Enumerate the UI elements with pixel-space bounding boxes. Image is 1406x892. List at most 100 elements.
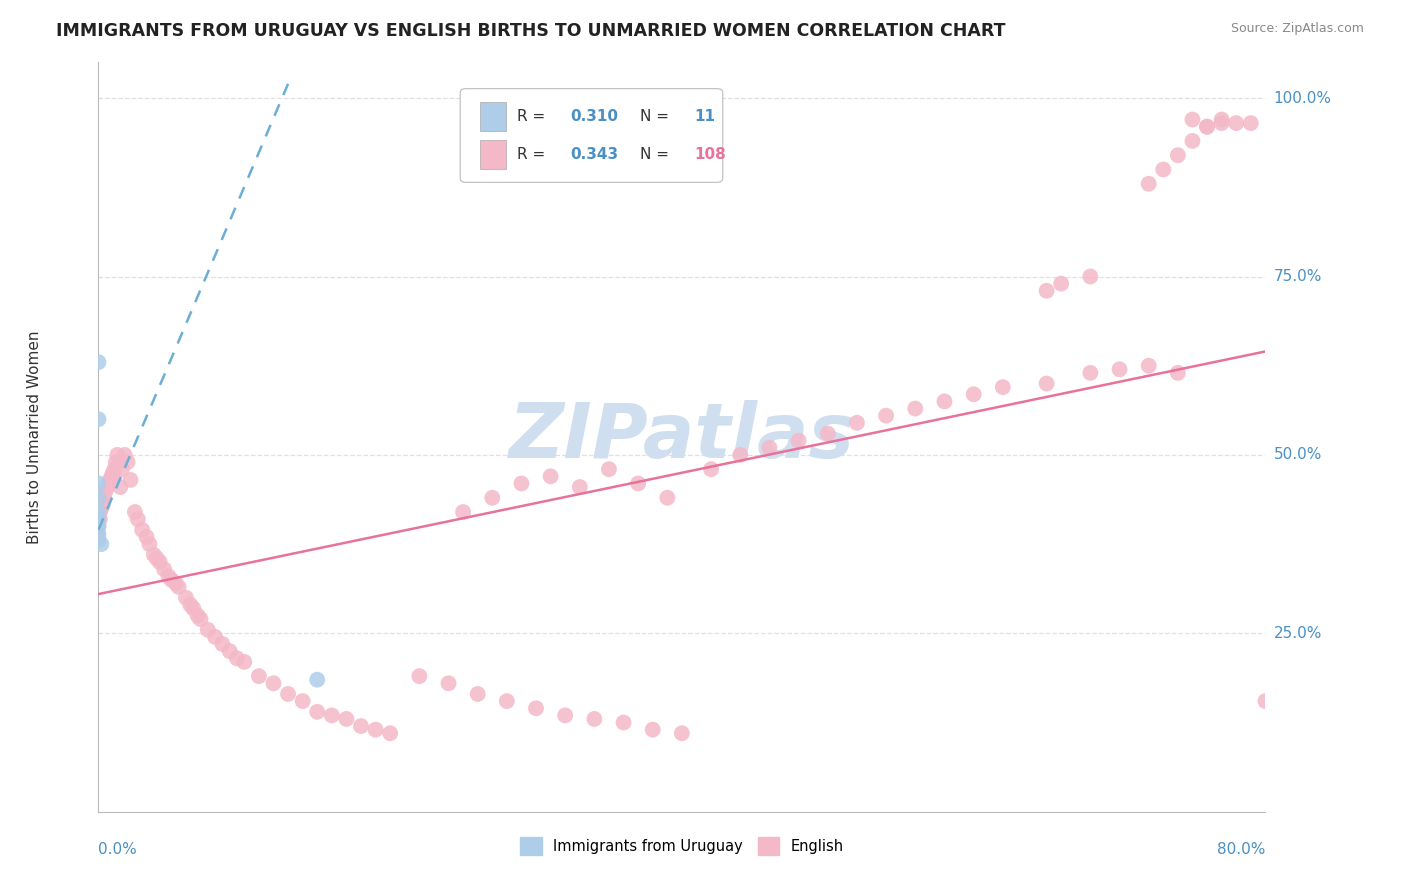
Point [93,491,115,505]
Point [1152,162,1174,177]
Point [321,708,343,723]
Text: 11: 11 [695,109,716,124]
Point [89,512,111,526]
Point [87,491,110,505]
Point [481,491,503,505]
Text: 25.0%: 25.0% [1274,626,1322,640]
Text: N =: N = [640,147,679,162]
Point [1240,116,1263,130]
Point [307,705,329,719]
Point [204,630,226,644]
Point [91,491,114,505]
Point [1181,134,1204,148]
Text: Births to Unmarried Women: Births to Unmarried Women [27,330,42,544]
Point [510,476,533,491]
Point [1080,269,1102,284]
Point [1137,359,1160,373]
Point [127,512,149,526]
Text: 108: 108 [695,147,727,162]
Point [114,448,136,462]
Point [187,608,209,623]
Point [817,426,839,441]
Point [100,469,122,483]
Point [131,523,153,537]
Point [233,655,256,669]
Point [1211,116,1233,130]
Point [262,676,284,690]
Point [90,494,112,508]
Point [105,448,128,462]
Point [135,530,157,544]
Point [641,723,664,737]
Point [87,533,110,548]
Point [226,651,249,665]
Point [157,569,180,583]
Point [103,462,125,476]
FancyBboxPatch shape [479,140,506,169]
Point [451,505,474,519]
Point [96,480,118,494]
Point [904,401,927,416]
Point [90,537,112,551]
Point [1167,366,1189,380]
Point [962,387,984,401]
Point [380,726,402,740]
Text: 75.0%: 75.0% [1274,269,1322,284]
Point [1225,116,1247,130]
Point [197,623,219,637]
Point [1167,148,1189,162]
Point [1181,112,1204,127]
Point [1195,120,1218,134]
Text: ZIPatlas: ZIPatlas [509,401,855,474]
Point [598,462,620,476]
Point [98,473,121,487]
Point [291,694,314,708]
Point [875,409,897,423]
Point [540,469,562,483]
Point [87,526,110,541]
Point [91,498,114,512]
Text: 0.310: 0.310 [569,109,617,124]
Point [307,673,329,687]
Point [247,669,270,683]
Point [87,519,110,533]
Point [437,676,460,690]
Point [1211,112,1233,127]
Point [87,501,110,516]
Point [160,573,183,587]
Point [1195,120,1218,134]
Point [211,637,233,651]
Point [700,462,723,476]
Point [142,548,165,562]
Point [467,687,489,701]
Point [138,537,160,551]
Text: 100.0%: 100.0% [1274,91,1331,105]
Point [153,562,176,576]
Point [90,501,112,516]
Point [1108,362,1130,376]
Text: 0.343: 0.343 [569,147,619,162]
Point [218,644,240,658]
Point [1137,177,1160,191]
Point [94,483,117,498]
FancyBboxPatch shape [479,103,506,131]
Point [104,455,127,469]
Text: N =: N = [640,109,679,124]
Point [524,701,547,715]
Point [87,491,110,505]
Point [87,355,110,369]
Point [496,694,519,708]
Point [87,519,110,533]
Point [87,476,110,491]
Point [787,434,810,448]
Point [124,505,146,519]
Point [181,601,204,615]
Point [408,669,430,683]
FancyBboxPatch shape [460,88,723,182]
Point [97,476,120,491]
Point [627,476,650,491]
Point [364,723,387,737]
Point [146,551,169,566]
Point [657,491,679,505]
Point [111,462,134,476]
